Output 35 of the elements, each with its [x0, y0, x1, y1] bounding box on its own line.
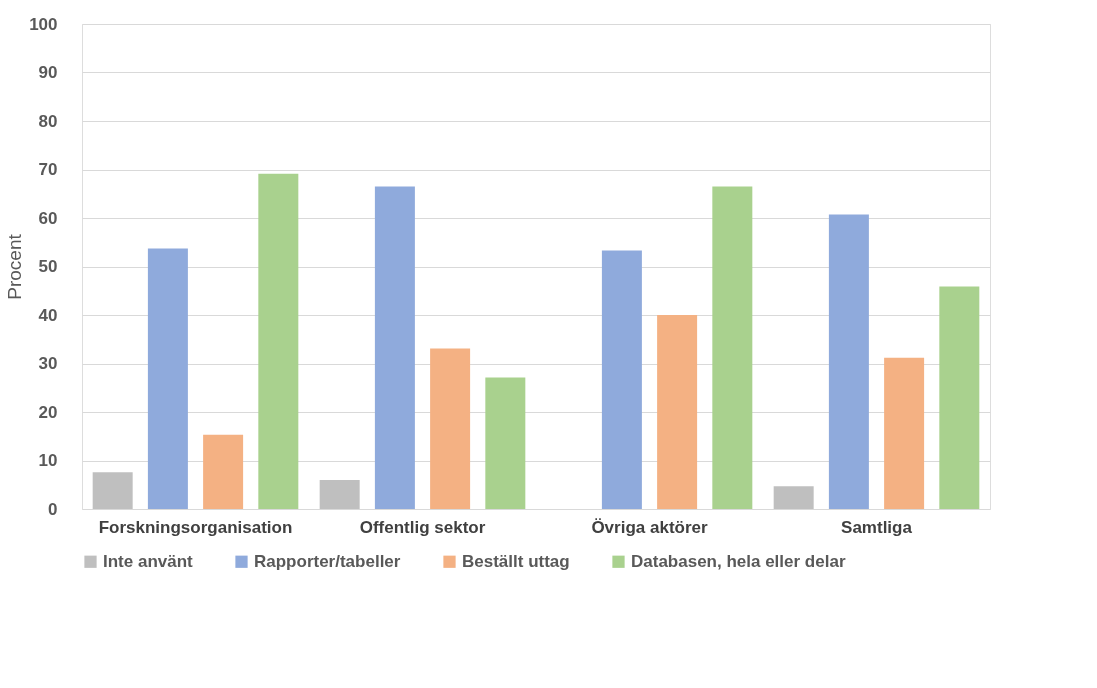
- legend-label: Databasen, hela eller delar: [631, 551, 846, 571]
- bar: [712, 186, 753, 509]
- bar: [828, 214, 869, 509]
- y-axis-title: Procent: [4, 233, 26, 300]
- bar: [485, 377, 526, 509]
- x-tick-label: Forskningsorganisation: [98, 517, 293, 537]
- x-tick-label: Övriga aktörer: [591, 517, 708, 537]
- bar: [657, 315, 698, 509]
- bar: [319, 479, 360, 509]
- y-tick-label: 20: [38, 402, 58, 422]
- bar: [203, 434, 244, 509]
- y-tick-label: 50: [38, 257, 58, 276]
- bar: [92, 472, 133, 509]
- y-tick-label: 10: [38, 451, 58, 470]
- y-tick-label: 90: [38, 63, 58, 82]
- bar: [374, 186, 415, 509]
- y-tick-label: 30: [38, 354, 58, 373]
- bar: [601, 250, 642, 509]
- legend-label: Inte använt: [103, 551, 194, 571]
- bar: [939, 286, 980, 509]
- bar: [258, 173, 299, 509]
- legend-label: Rapporter/tabeller: [254, 551, 401, 571]
- y-tick-label: 40: [38, 305, 58, 325]
- legend-label: Beställt uttag: [462, 551, 570, 571]
- y-tick-label: 100: [29, 14, 58, 34]
- y-tick-label: 0: [48, 499, 58, 519]
- bar: [147, 248, 188, 509]
- bar: [773, 486, 814, 509]
- x-tick-label: Offentlig sektor: [359, 517, 486, 537]
- y-tick-label: 80: [38, 111, 58, 131]
- x-tick-label: Samtliga: [841, 517, 913, 537]
- y-tick-label: 70: [38, 160, 58, 179]
- bar: [884, 357, 925, 509]
- bar: [430, 348, 471, 509]
- y-tick-label: 60: [38, 208, 58, 228]
